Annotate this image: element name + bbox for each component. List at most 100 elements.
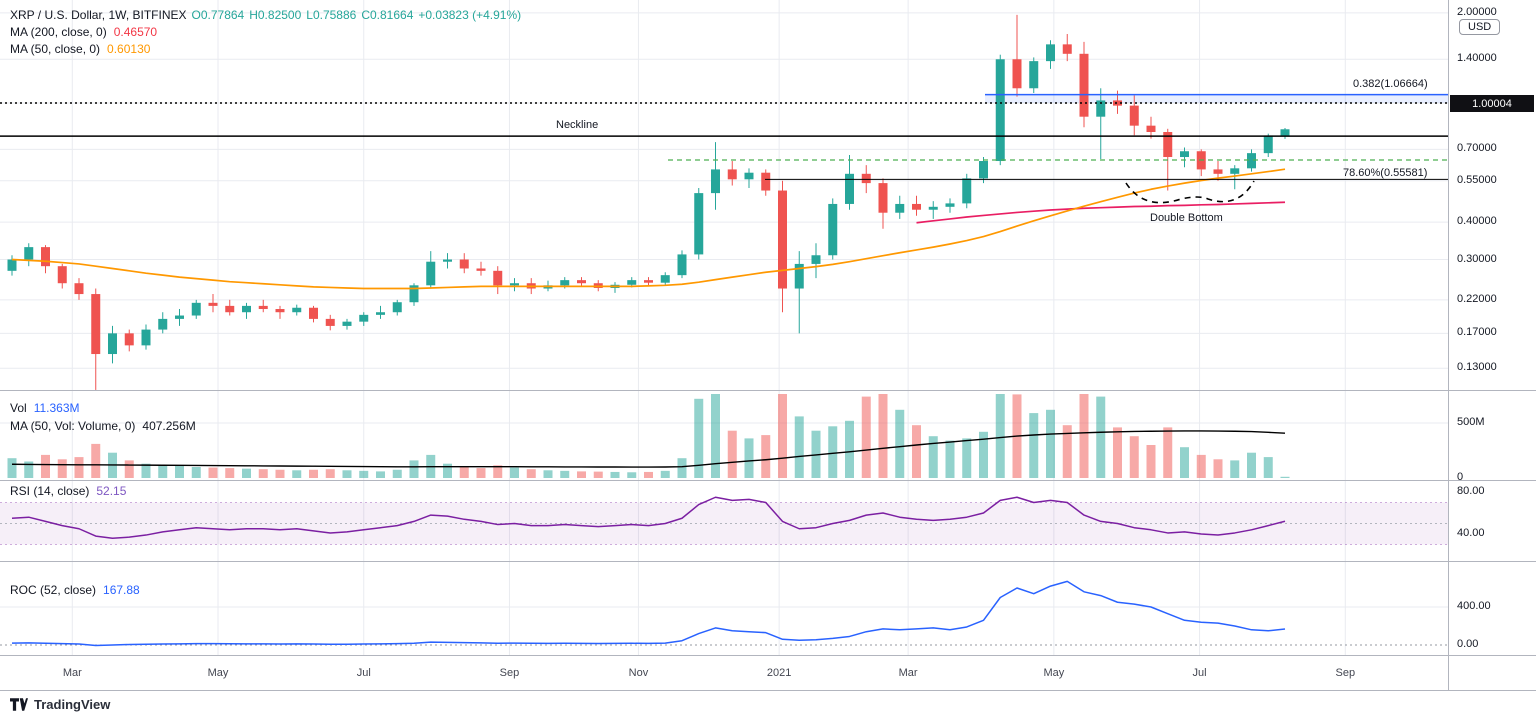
close-value: C0.81664	[361, 8, 414, 22]
time-axis-label: Mar	[898, 667, 918, 679]
currency-unit-button[interactable]: USD	[1459, 19, 1501, 35]
volume-bar	[1096, 396, 1106, 478]
candle-body	[828, 203, 838, 256]
candle-body	[1062, 44, 1072, 54]
volume-bar	[794, 416, 804, 478]
volume-bar	[945, 440, 955, 478]
ma50-label[interactable]: MA (50, close, 0)	[10, 42, 101, 56]
volume-bar	[962, 438, 972, 478]
volume-bar	[309, 469, 318, 478]
volume-bar	[325, 469, 335, 478]
volume-bar	[275, 469, 285, 478]
candle-body	[1163, 132, 1173, 158]
candle-body	[778, 190, 787, 289]
candle-body	[292, 307, 302, 313]
rsi-value: 52.15	[96, 484, 127, 498]
candle-body	[309, 307, 318, 319]
tradingview-logo[interactable]: TradingView	[10, 697, 110, 712]
axis-label: 0.22000	[1457, 292, 1497, 305]
candle-body	[493, 270, 503, 286]
candle-body	[711, 169, 720, 194]
candle-body	[912, 203, 921, 210]
candle-body	[443, 259, 452, 262]
roc-line	[11, 580, 1286, 647]
candle-body	[359, 314, 369, 322]
candle-body	[1046, 44, 1055, 62]
volume-bar	[1113, 427, 1122, 478]
volume-label[interactable]: Vol	[10, 401, 27, 415]
candle-body	[24, 247, 34, 260]
volume-bar	[610, 471, 620, 478]
volume-bar	[124, 460, 134, 478]
volume-bar	[510, 467, 519, 478]
candle-body	[459, 259, 469, 269]
open-value: O0.77864	[191, 8, 245, 22]
fib-382-label[interactable]: 0.382(1.06664)	[1353, 78, 1428, 90]
axis-label: 0.17000	[1457, 326, 1497, 339]
roc-label[interactable]: ROC (52, close)	[10, 583, 97, 597]
candle-body	[727, 169, 737, 180]
double-bottom-label[interactable]: Double Bottom	[1150, 212, 1223, 224]
volume-bar	[711, 394, 720, 478]
volume-value: 11.363M	[33, 401, 80, 415]
volume-bar	[392, 469, 402, 478]
candle-body	[108, 333, 117, 355]
price-axis[interactable]: 2.000001.400001.000000.700000.550000.400…	[1449, 0, 1536, 690]
candle-body	[1230, 168, 1240, 174]
volume-bar	[57, 459, 67, 478]
candle-body	[794, 263, 804, 289]
axis-label: 0.13000	[1457, 361, 1497, 374]
candle-body	[577, 280, 586, 284]
candle-body	[1029, 61, 1039, 89]
volume-bar	[225, 468, 235, 478]
candle-body	[1079, 53, 1089, 117]
candle-body	[995, 59, 1005, 162]
time-axis[interactable]: Mar May Jul Sep Nov 2021 Mar May Jul Sep	[0, 656, 1449, 690]
volume-bar	[861, 396, 871, 478]
volume-bar	[1146, 445, 1156, 478]
candle-body	[761, 172, 771, 191]
volume-bar	[376, 471, 385, 478]
axis-label: 0.40000	[1457, 215, 1497, 228]
candle-body	[74, 283, 84, 295]
volume-bar	[141, 463, 151, 478]
volume-bar	[1263, 457, 1273, 478]
axis-label: 2.00000	[1457, 5, 1497, 18]
axis-label: 0.00	[1457, 638, 1479, 650]
legend-roc: ROC (52, close) 167.88	[10, 583, 140, 597]
candle-body	[1213, 169, 1223, 174]
volume-bar	[191, 467, 201, 478]
symbol-title[interactable]: XRP / U.S. Dollar, 1W, BITFINEX	[10, 8, 187, 22]
candle-body	[376, 312, 385, 315]
volume-bar	[1247, 452, 1256, 478]
volume-bar	[7, 458, 17, 478]
volume-bar	[1196, 454, 1206, 478]
volume-bar	[560, 470, 570, 478]
candle-body	[1280, 129, 1290, 136]
candle-body	[41, 247, 50, 267]
candle-body	[342, 321, 352, 326]
fib-786-label[interactable]: 78.60%(0.55581)	[1343, 167, 1428, 179]
volume-bar	[660, 470, 670, 478]
candle-body	[175, 315, 184, 319]
candle-body	[861, 173, 871, 184]
ma200-line	[916, 201, 1286, 224]
volume-bar	[493, 465, 503, 478]
candle-body	[895, 203, 905, 213]
rsi-line	[11, 496, 1286, 539]
rsi-label[interactable]: RSI (14, close)	[10, 484, 90, 498]
volume-bar	[175, 465, 184, 478]
volume-bar	[1129, 436, 1139, 478]
volume-ma-label[interactable]: MA (50, Vol: Volume, 0)	[10, 419, 136, 433]
time-axis-label: Sep	[1335, 667, 1356, 679]
candle-body	[744, 172, 754, 180]
candle-body	[677, 254, 687, 276]
volume-bar	[41, 454, 50, 478]
axis-label: 1.40000	[1457, 52, 1497, 65]
volume-bar	[74, 457, 84, 478]
ma200-label[interactable]: MA (200, close, 0)	[10, 25, 107, 39]
neckline-label[interactable]: Neckline	[556, 119, 599, 131]
candle-body	[1146, 125, 1156, 133]
